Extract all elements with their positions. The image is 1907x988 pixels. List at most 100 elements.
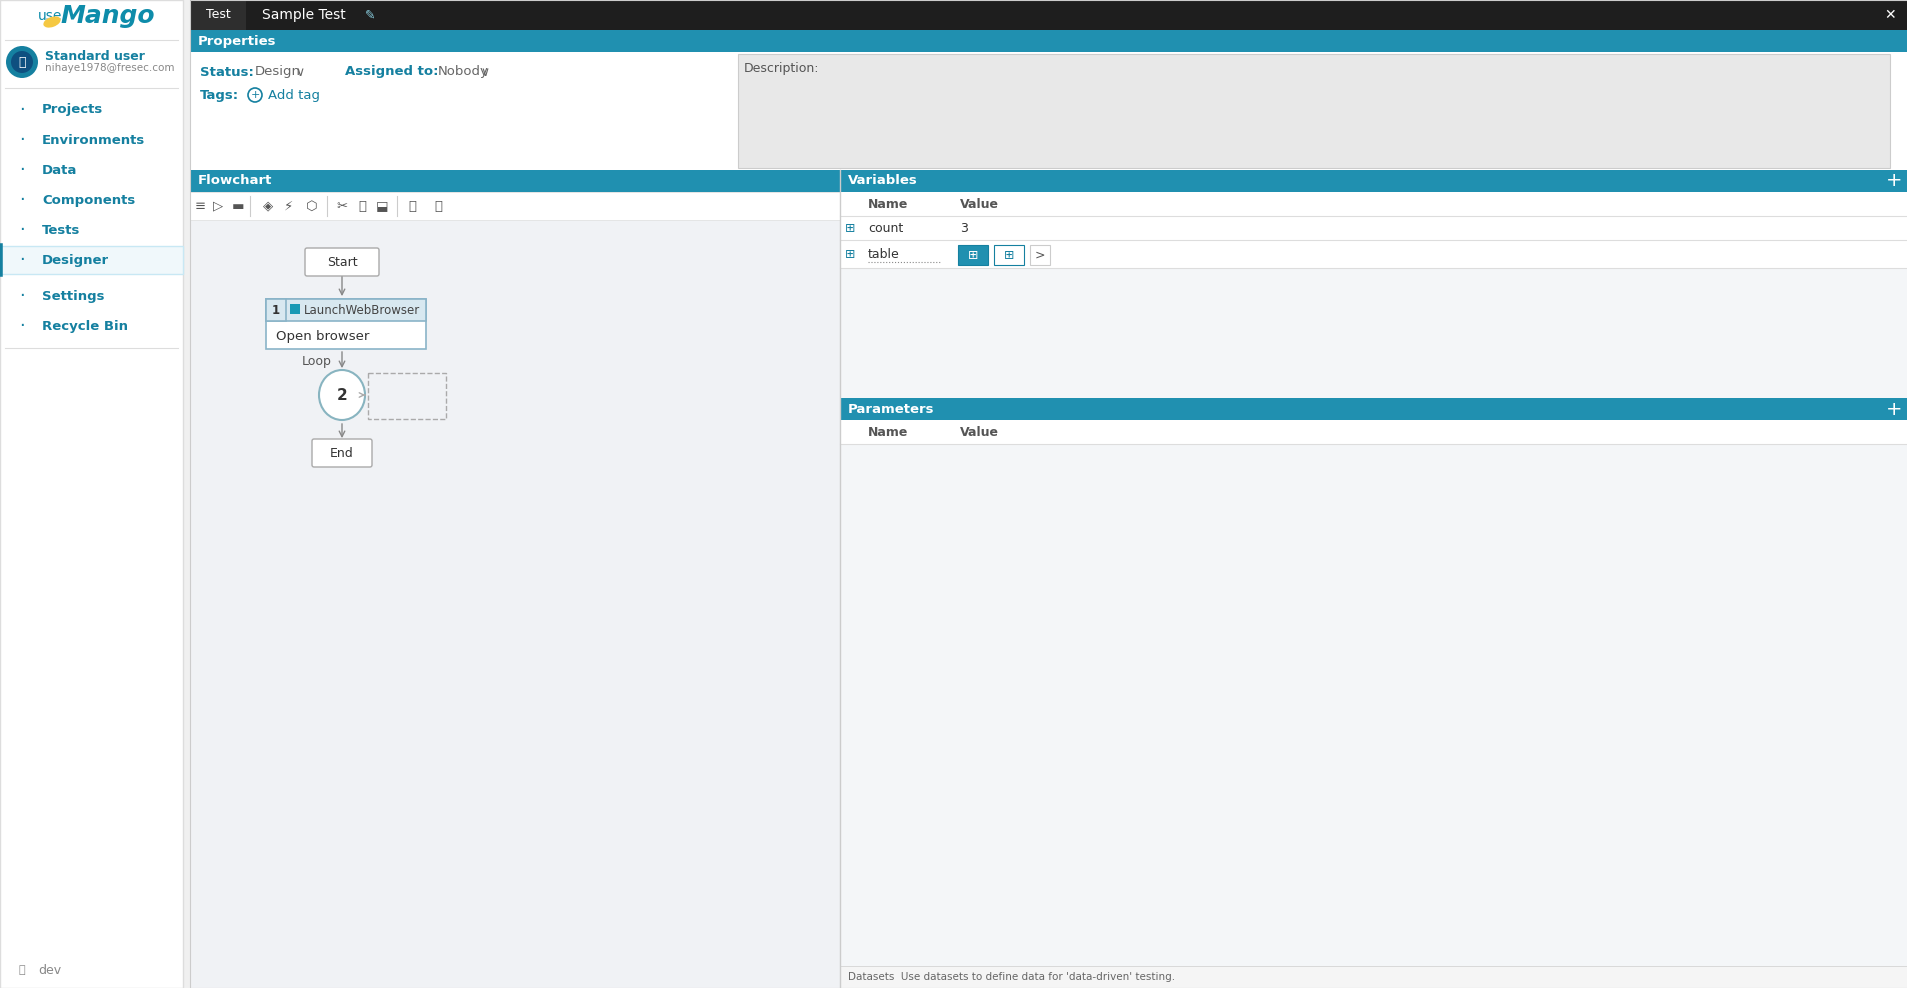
FancyBboxPatch shape [839, 444, 1907, 966]
Ellipse shape [44, 17, 61, 28]
Text: Variables: Variables [847, 175, 917, 188]
Text: End: End [330, 447, 353, 459]
Text: ·: · [19, 161, 25, 179]
Text: Start: Start [326, 256, 357, 269]
Text: Projects: Projects [42, 104, 103, 117]
Circle shape [6, 46, 38, 78]
Text: ⬛: ⬛ [19, 965, 25, 975]
Text: Loop: Loop [301, 355, 332, 368]
Text: Flowchart: Flowchart [198, 175, 273, 188]
FancyBboxPatch shape [191, 0, 246, 30]
Text: +: + [250, 90, 259, 100]
Text: Components: Components [42, 194, 135, 206]
Text: ·: · [19, 131, 25, 149]
Text: ·: · [19, 191, 25, 209]
Text: ◈: ◈ [263, 200, 273, 212]
FancyBboxPatch shape [957, 245, 988, 265]
Text: Designer: Designer [42, 254, 109, 267]
FancyBboxPatch shape [265, 299, 425, 349]
Text: ∨: ∨ [296, 65, 303, 78]
FancyBboxPatch shape [191, 30, 1907, 52]
FancyBboxPatch shape [265, 299, 425, 321]
FancyBboxPatch shape [191, 192, 839, 220]
FancyBboxPatch shape [290, 304, 299, 314]
Text: Environments: Environments [42, 133, 145, 146]
FancyBboxPatch shape [738, 54, 1890, 168]
Text: ≡: ≡ [195, 200, 206, 212]
Text: >: > [1034, 249, 1045, 262]
FancyBboxPatch shape [839, 192, 1907, 216]
Text: Add tag: Add tag [267, 89, 320, 102]
Text: Value: Value [959, 426, 999, 439]
FancyBboxPatch shape [839, 966, 1907, 988]
Text: Standard user: Standard user [46, 49, 145, 62]
Text: count: count [868, 221, 902, 234]
Text: Parameters: Parameters [847, 402, 934, 416]
FancyBboxPatch shape [839, 268, 1907, 398]
Text: use: use [38, 9, 63, 23]
Text: Data: Data [42, 163, 78, 177]
FancyBboxPatch shape [839, 398, 1907, 420]
Text: ⚡: ⚡ [284, 200, 294, 212]
Text: Value: Value [959, 198, 999, 210]
Text: ·: · [19, 251, 25, 269]
Circle shape [11, 51, 32, 73]
Text: ⬓: ⬓ [376, 200, 387, 212]
Text: 3: 3 [959, 221, 967, 234]
Text: ⊞: ⊞ [845, 248, 854, 261]
Text: 🗑: 🗑 [433, 200, 442, 212]
Text: Name: Name [868, 426, 908, 439]
FancyBboxPatch shape [839, 216, 1907, 240]
Text: Properties: Properties [198, 35, 277, 47]
Text: 1: 1 [273, 303, 280, 316]
FancyBboxPatch shape [0, 246, 183, 274]
Text: ·: · [19, 221, 25, 239]
Text: +: + [1884, 172, 1901, 191]
FancyBboxPatch shape [191, 170, 839, 192]
Text: ▷: ▷ [214, 200, 223, 212]
Text: ✕: ✕ [1884, 8, 1896, 22]
Text: ⊞: ⊞ [845, 221, 854, 234]
Text: Sample Test: Sample Test [261, 8, 345, 22]
Text: dev: dev [38, 963, 61, 976]
Text: ⊞: ⊞ [967, 249, 978, 262]
Text: ·: · [19, 101, 25, 119]
Text: LaunchWebBrowser: LaunchWebBrowser [303, 303, 420, 316]
Text: Name: Name [868, 198, 908, 210]
Text: ✂: ✂ [336, 200, 347, 212]
FancyBboxPatch shape [265, 299, 286, 321]
Text: ⧉: ⧉ [359, 200, 366, 212]
FancyBboxPatch shape [191, 52, 1907, 170]
FancyBboxPatch shape [839, 52, 1907, 988]
Text: ∨: ∨ [481, 65, 488, 78]
Text: ⊞: ⊞ [1003, 249, 1015, 262]
Ellipse shape [318, 370, 364, 420]
FancyBboxPatch shape [191, 0, 1907, 30]
Text: Test: Test [206, 9, 231, 22]
Text: Description:: Description: [744, 62, 820, 75]
FancyBboxPatch shape [839, 170, 1907, 192]
Text: Design: Design [256, 65, 301, 78]
Text: ✎: ✎ [364, 9, 376, 22]
FancyBboxPatch shape [313, 439, 372, 467]
FancyBboxPatch shape [994, 245, 1024, 265]
Text: ·: · [19, 287, 25, 305]
Text: 2: 2 [336, 387, 347, 402]
Text: nihaye1978@fresec.com: nihaye1978@fresec.com [46, 63, 174, 73]
Text: Nobody: Nobody [439, 65, 488, 78]
Text: +: + [1884, 399, 1901, 419]
Text: Datasets  Use datasets to define data for 'data-driven' testing.: Datasets Use datasets to define data for… [847, 972, 1175, 982]
Text: Recycle Bin: Recycle Bin [42, 319, 128, 333]
Text: ⏻: ⏻ [19, 55, 25, 68]
FancyBboxPatch shape [191, 220, 839, 988]
Text: ▬: ▬ [231, 200, 244, 212]
Text: Mango: Mango [59, 4, 154, 28]
FancyBboxPatch shape [0, 0, 183, 988]
Text: Tests: Tests [42, 223, 80, 236]
FancyBboxPatch shape [1030, 245, 1049, 265]
Text: Assigned to:: Assigned to: [345, 65, 439, 78]
Text: Settings: Settings [42, 289, 105, 302]
Text: table: table [868, 248, 900, 261]
Text: ⬡: ⬡ [305, 200, 318, 212]
FancyBboxPatch shape [839, 420, 1907, 444]
